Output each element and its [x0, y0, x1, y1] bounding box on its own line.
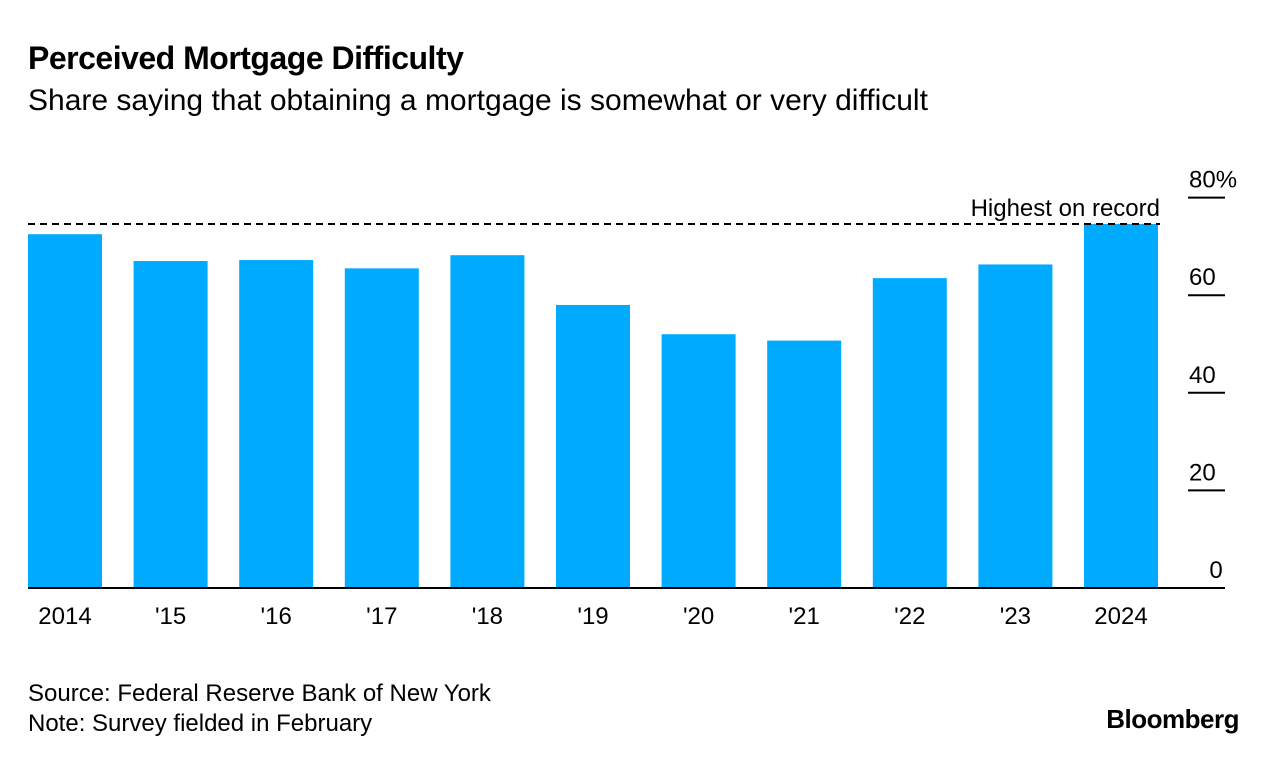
source-note: Source: Federal Reserve Bank of New York	[28, 680, 491, 707]
x-tick-label: '17	[366, 603, 397, 630]
x-tick-label: '15	[155, 603, 186, 630]
chart-subtitle: Share saying that obtaining a mortgage i…	[28, 84, 928, 117]
bloomberg-logo: Bloomberg	[1106, 704, 1239, 734]
x-tick-label: 2014	[38, 603, 91, 630]
x-tick-label: '19	[577, 603, 608, 630]
x-tick-label: '18	[472, 603, 503, 630]
y-tick-label: 40	[1189, 362, 1216, 389]
x-tick-label: 2024	[1094, 603, 1147, 630]
record-reference-label: Highest on record	[971, 195, 1160, 222]
x-tick-label: '22	[894, 603, 925, 630]
y-tick-label: 0	[1209, 557, 1222, 584]
bar-10	[1084, 223, 1158, 588]
y-tick-label: 80%	[1189, 167, 1237, 194]
reference-line-layer: Highest on record	[28, 195, 1160, 225]
bar-0	[28, 234, 102, 588]
x-tick-label: '21	[789, 603, 820, 630]
y-tick-label: 60	[1189, 264, 1216, 291]
bars-layer	[28, 223, 1158, 588]
bar-3	[344, 268, 419, 588]
x-axis: 2014 '15 '16 '17 '18 '19 '20 '21 '22 '23 2024	[28, 587, 1225, 630]
x-tick-label: '16	[261, 603, 292, 630]
bar-8	[872, 278, 947, 588]
bar-5	[556, 304, 630, 588]
bar-9	[978, 264, 1053, 588]
bar-chart: Highest on record 0 20 40 60 80% 2014 '15 '16 '…	[28, 167, 1237, 630]
bar-6	[661, 334, 736, 588]
y-tick-label: 20	[1189, 459, 1216, 486]
survey-note: Note: Survey fielded in February	[28, 710, 373, 737]
bar-4	[450, 255, 525, 588]
x-tick-label: '20	[683, 603, 714, 630]
y-axis: 0 20 40 60 80%	[1188, 167, 1237, 584]
bar-1	[133, 261, 208, 588]
bar-7	[767, 340, 842, 588]
chart-title: Perceived Mortgage Difficulty	[28, 40, 464, 76]
x-tick-label: '23	[1000, 603, 1031, 630]
bar-2	[239, 260, 314, 588]
